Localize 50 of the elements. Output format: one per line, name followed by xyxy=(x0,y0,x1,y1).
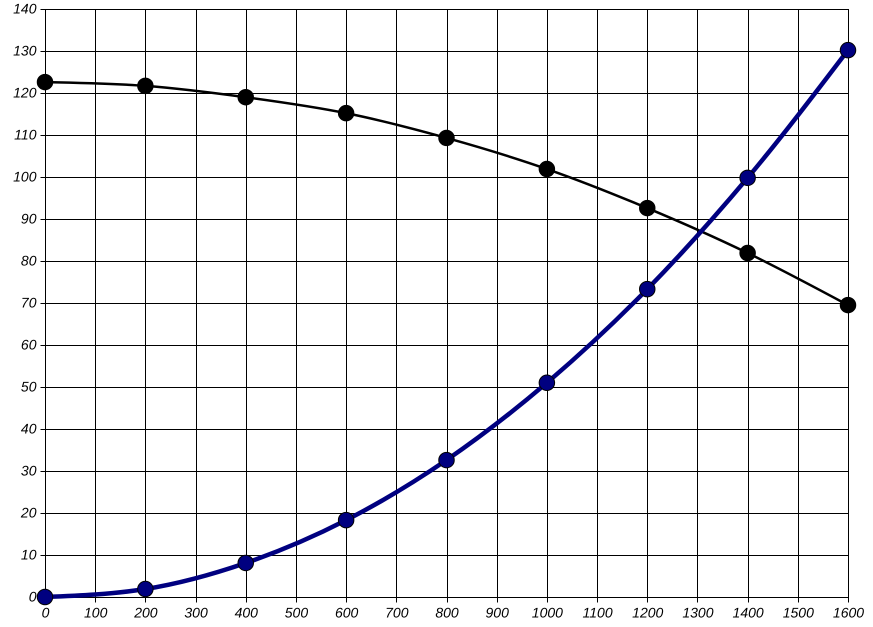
point xyxy=(639,280,656,298)
point xyxy=(338,512,354,528)
x-tick-label: 800 xyxy=(435,604,459,620)
x-tick-label: 400 xyxy=(234,604,258,620)
y-tick-label: 0 xyxy=(28,588,37,604)
y-tick-label: 40 xyxy=(20,420,37,436)
y-tick-label: 20 xyxy=(20,504,37,520)
point xyxy=(438,130,455,146)
point xyxy=(137,78,154,94)
y-tick-label: 110 xyxy=(14,126,37,142)
y-tick-label: 30 xyxy=(20,462,37,478)
y-tick-label: 90 xyxy=(20,210,37,226)
point xyxy=(639,200,656,216)
y-tick-label: 120 xyxy=(13,84,37,100)
x-tick-label: 1600 xyxy=(832,604,864,620)
y-tick-label: 80 xyxy=(20,252,37,268)
point xyxy=(840,296,856,314)
y-tick-label: 10 xyxy=(20,546,37,562)
point xyxy=(338,104,354,122)
y-tick-label: 50 xyxy=(20,378,37,394)
x-tick-label: 0 xyxy=(42,604,50,620)
point xyxy=(739,170,756,186)
point xyxy=(36,74,54,90)
x-tick-label: 1300 xyxy=(682,604,714,620)
point xyxy=(36,588,54,606)
x-tick-label: 1400 xyxy=(732,604,764,620)
x-tick-label: 500 xyxy=(284,604,308,620)
point xyxy=(840,42,856,58)
y-tick-label: 130 xyxy=(13,42,37,58)
x-tick-label: 600 xyxy=(334,604,359,620)
x-tick-label: 1100 xyxy=(582,604,613,620)
point xyxy=(739,244,756,262)
point xyxy=(238,88,254,106)
point xyxy=(438,452,455,468)
point xyxy=(538,160,556,178)
x-tick-label: 1200 xyxy=(632,604,664,620)
x-tick-label: 1000 xyxy=(532,604,564,620)
x-tick-label: 1500 xyxy=(782,604,814,620)
point xyxy=(238,554,254,572)
x-tick-label: 100 xyxy=(84,604,108,620)
y-tick-label: 60 xyxy=(20,336,37,352)
y-tick-label: 140 xyxy=(13,0,37,16)
x-tick-label: 900 xyxy=(486,604,510,620)
x-tick-label: 200 xyxy=(133,604,158,620)
x-tick-label: 700 xyxy=(385,604,409,620)
point xyxy=(538,374,556,392)
x-tick-label: 300 xyxy=(184,604,208,620)
y-tick-label: 70 xyxy=(20,294,37,310)
point xyxy=(137,580,154,598)
y-tick-label: 100 xyxy=(13,168,37,184)
